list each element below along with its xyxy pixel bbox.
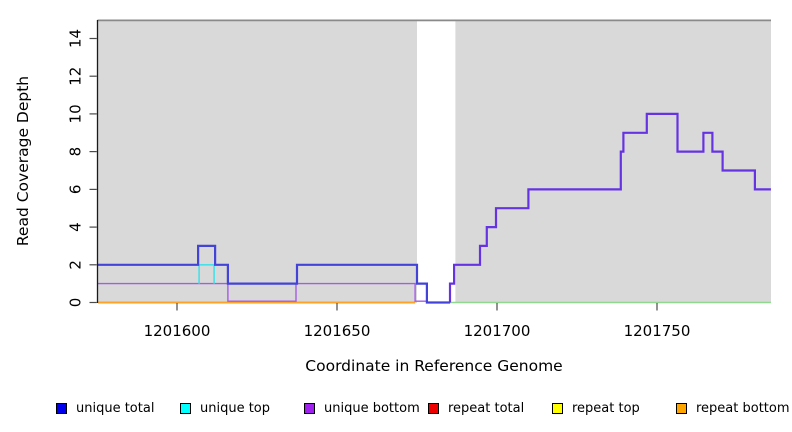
legend-swatch-repeat-top [552,402,563,414]
legend-item-repeat-bottom: repeat bottom [676,399,790,417]
unique-total-left [98,244,450,304]
legend-item-repeat-total: repeat total [428,399,524,417]
unique-top-line [198,263,215,284]
y-axis-title: Read Coverage Depth [14,76,32,246]
y-tick-label: 0 [67,298,85,308]
x-tick-label: 1201600 [144,322,211,340]
x-tick-label: 1201700 [464,322,531,340]
legend-swatch-unique-bottom [304,402,315,414]
legend-swatch-repeat-bottom [676,402,687,414]
legend-label-unique-top: unique top [200,400,271,416]
y-tick-label: 10 [67,104,85,123]
coverage-gap-band [417,21,456,303]
legend-item-repeat-top: repeat top [552,399,640,417]
y-tick-label: 14 [67,29,85,48]
legend: unique total unique top unique bottom repea… [0,399,792,419]
x-tick-label: 1201750 [624,322,691,340]
legend-swatch-unique-total [56,402,67,414]
legend-item-unique-top: unique top [180,399,270,417]
legend-label-unique-bottom: unique bottom [324,400,420,416]
legend-label-repeat-bottom: repeat bottom [696,400,790,416]
y-tick-label: 6 [67,185,85,195]
y-tick-label: 4 [67,222,85,232]
x-axis-title: Coordinate in Reference Genome [305,357,562,375]
legend-label-repeat-total: repeat total [448,400,525,416]
legend-swatch-unique-top [180,402,191,414]
x-tick-label: 1201650 [304,322,371,340]
legend-label-repeat-top: repeat top [572,400,640,416]
legend-swatch-repeat-total [428,402,439,414]
legend-item-unique-total: unique total [56,399,154,417]
legend-item-unique-bottom: unique bottom [304,399,420,417]
unique-bottom-line [98,282,427,302]
y-tick-label: 8 [67,147,85,157]
unique-total-right [448,112,771,303]
y-tick-label: 2 [67,260,85,270]
y-tick-label: 12 [67,67,85,86]
legend-label-unique-total: unique total [76,400,155,416]
